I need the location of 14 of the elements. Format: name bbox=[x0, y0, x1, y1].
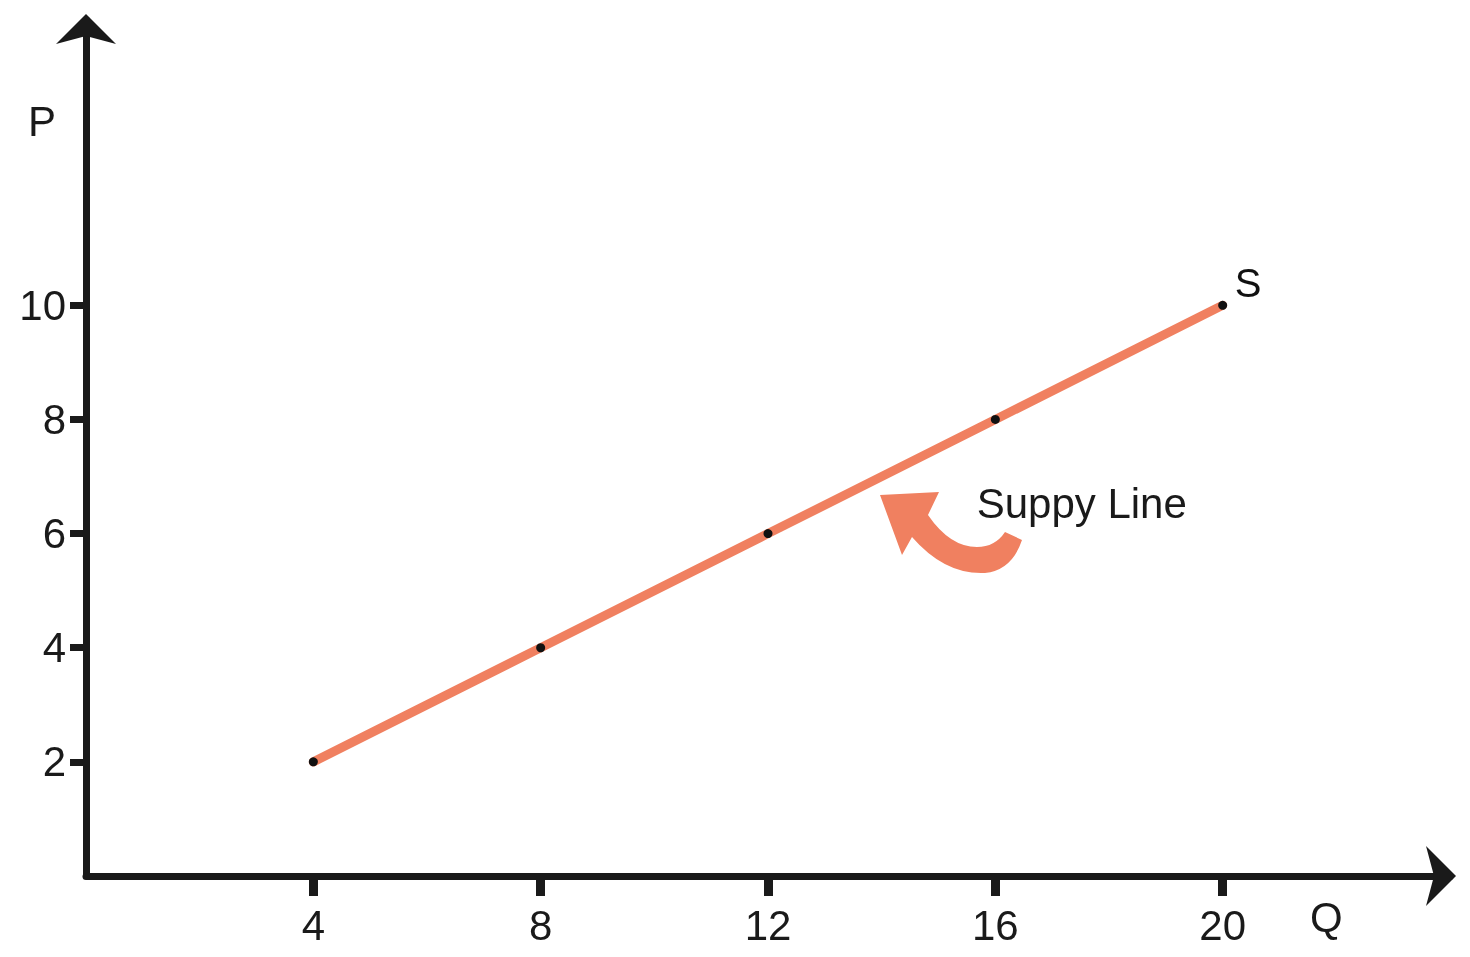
x-tick-label: 20 bbox=[1199, 901, 1247, 949]
x-tick-label: 8 bbox=[528, 901, 553, 949]
y-axis-title: P bbox=[28, 97, 57, 145]
y-tick-label: 2 bbox=[42, 738, 66, 786]
y-tick-label: 10 bbox=[19, 281, 66, 329]
x-axis-title: Q bbox=[1310, 893, 1343, 941]
x-tick-label: 4 bbox=[301, 901, 326, 949]
series-label: S bbox=[1234, 261, 1262, 306]
annotation: Suppy Line bbox=[976, 480, 1187, 528]
x-tick-label: 16 bbox=[971, 901, 1019, 949]
y-tick-label: 6 bbox=[42, 510, 66, 558]
x-tick-label: 12 bbox=[744, 901, 792, 949]
y-tick-label: 8 bbox=[42, 395, 66, 443]
y-tick-label: 4 bbox=[42, 624, 66, 672]
